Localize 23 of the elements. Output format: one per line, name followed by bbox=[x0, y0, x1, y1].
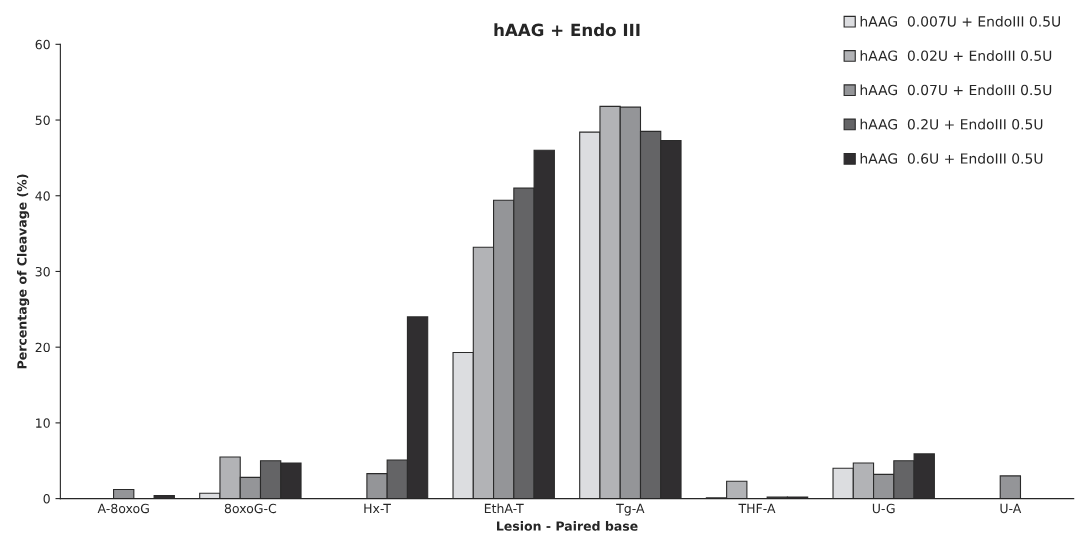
y-tick-label: 20 bbox=[35, 342, 50, 353]
y-axis-title: Percentage of Cleavage (%) bbox=[16, 174, 30, 369]
x-tick-label: A-8oxoG bbox=[97, 503, 149, 514]
y-tick-label: 60 bbox=[35, 39, 50, 50]
y-tick-label: 0 bbox=[43, 494, 50, 504]
y-tick-label: 30 bbox=[35, 266, 50, 277]
y-tick-label: 10 bbox=[36, 418, 50, 428]
y-tick-label: 50 bbox=[35, 115, 50, 125]
legend-label: hAAG 0.007U + EndoIII 0.5U bbox=[860, 15, 1060, 27]
legend-label: hAAG 0.2U + EndoIII 0.5U bbox=[860, 118, 1043, 130]
legend-label: hAAG 0.6U + EndoIII 0.5U bbox=[860, 153, 1043, 164]
x-tick-label: Tg-A bbox=[616, 503, 645, 516]
legend-label: hAAG 0.02U + EndoIII 0.5U bbox=[860, 50, 1052, 61]
y-tick-label: 40 bbox=[35, 191, 50, 201]
x-tick-label: U-A bbox=[1000, 503, 1022, 514]
chart-title: hAAG + Endo III bbox=[494, 23, 640, 37]
x-axis-title: Lesion - Paired base bbox=[497, 521, 638, 531]
x-tick-label: EthA-T bbox=[484, 503, 524, 513]
x-tick-label: 8oxoG-C bbox=[224, 503, 277, 514]
x-tick-label: Hx-T bbox=[364, 503, 391, 513]
legend-label: hAAG 0.07U + EndoIII 0.5U bbox=[860, 84, 1052, 96]
x-tick-label: U-G bbox=[872, 503, 895, 514]
x-tick-label: THF-A bbox=[738, 503, 776, 513]
